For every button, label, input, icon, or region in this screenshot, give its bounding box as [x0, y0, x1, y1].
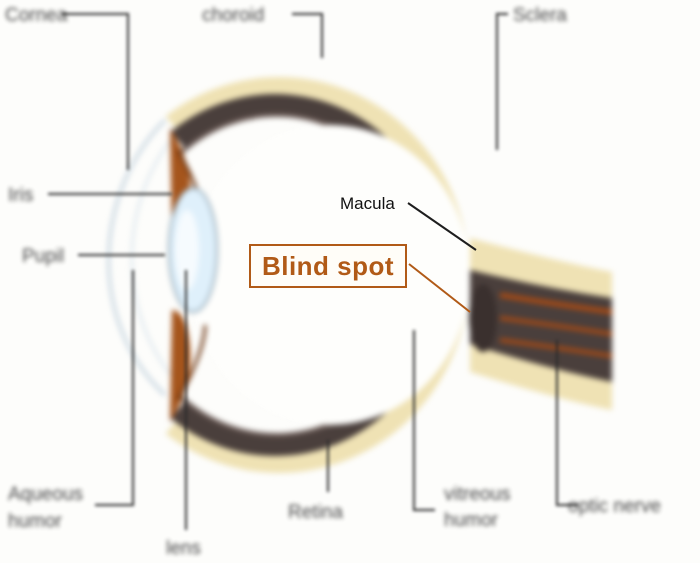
- label-aqueous-humor-line-1: Aqueous: [8, 484, 83, 505]
- eyeball-anatomy: [107, 77, 613, 473]
- nerve-fiber-2: [499, 316, 613, 336]
- vitreous-humor-leader: [412, 330, 435, 512]
- aqueous-humor-leader: [95, 270, 135, 507]
- blurred-labels: Cornea choroid Sclera Iris Pupil Aqueous…: [5, 5, 661, 559]
- label-pupil: Pupil: [22, 246, 64, 267]
- macula-leader: [407, 202, 477, 251]
- label-lens: lens: [166, 538, 201, 559]
- label-iris: Iris: [8, 185, 33, 206]
- blind-spot-callout: Blind spot: [249, 244, 407, 288]
- label-cornea: Cornea: [5, 5, 68, 26]
- cornea-leader: [62, 12, 130, 170]
- label-vitreous-humor-line-2: humor: [444, 510, 499, 531]
- label-choroid: choroid: [202, 5, 264, 26]
- ciliary-lower: [176, 324, 207, 401]
- blurred-leader-lines: [48, 12, 578, 530]
- label-blind-spot: Blind spot: [261, 250, 395, 281]
- label-vitreous-humor-line-1: vitreous: [444, 484, 511, 505]
- label-aqueous-humor-line-2: humor: [8, 511, 63, 532]
- lens-highlight: [175, 210, 199, 290]
- choroid-leader: [292, 12, 324, 58]
- optic-nerve-leader: [555, 340, 578, 507]
- label-sclera: Sclera: [513, 5, 567, 26]
- label-optic-nerve: optic nerve: [568, 496, 661, 517]
- label-vitreous-humor: vitreous humor: [444, 484, 516, 531]
- blind-spot-leader: [408, 263, 471, 313]
- nerve-fiber-1: [499, 292, 613, 315]
- optic-disc: [469, 284, 497, 352]
- sclera-leader: [495, 12, 508, 150]
- label-macula: Macula: [340, 194, 395, 213]
- label-retina: Retina: [288, 502, 343, 523]
- label-aqueous-humor: Aqueous humor: [8, 484, 88, 532]
